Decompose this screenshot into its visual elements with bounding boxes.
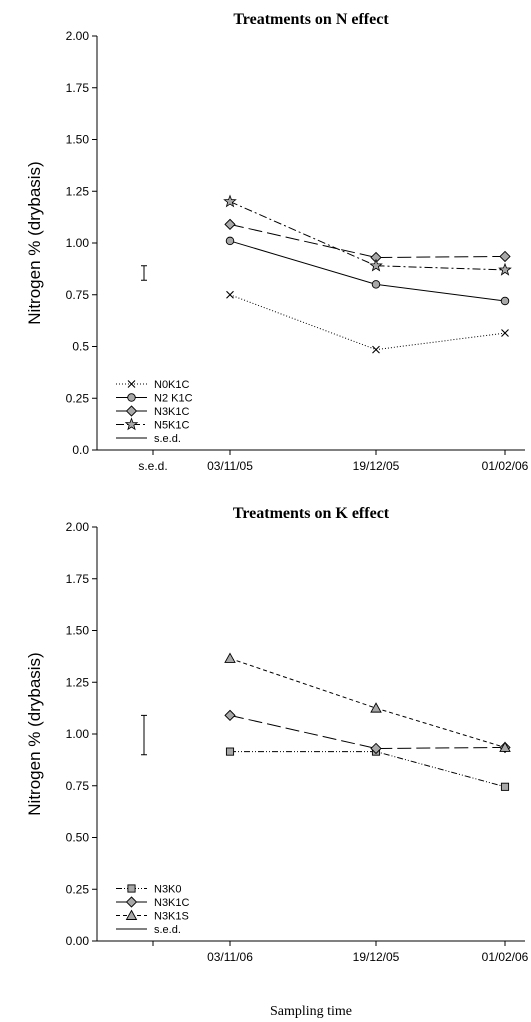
series-line xyxy=(229,201,506,271)
series-line xyxy=(229,657,506,748)
y-tick-label: 0.5 xyxy=(72,340,89,354)
chart-panel-2: Treatments on K effect 0.00 0.25 0.50 0.75 1.… xyxy=(25,505,529,1019)
series-4 xyxy=(223,194,512,276)
data-point xyxy=(501,329,509,337)
data-point xyxy=(499,741,511,752)
data-point xyxy=(500,296,510,306)
y-tick-label: 1.00 xyxy=(66,727,90,741)
data-point xyxy=(370,702,382,713)
series-line xyxy=(229,240,506,302)
y-axis-label: Nitrogen % (drybasis) xyxy=(25,652,44,815)
legend-label: N3K0 xyxy=(154,884,182,896)
series-3 xyxy=(224,652,511,752)
data-point xyxy=(223,194,237,208)
y-tick-label: 1.50 xyxy=(66,133,90,147)
x-tick-label: s.e.d. xyxy=(138,459,167,473)
legend-marker xyxy=(125,896,138,908)
legend-label: N0K1C xyxy=(154,379,190,391)
data-point xyxy=(224,652,236,663)
series-2 xyxy=(224,709,511,755)
series-line xyxy=(230,751,506,788)
data-point xyxy=(224,709,236,722)
y-tick-label: 0.50 xyxy=(66,831,90,845)
legend-marker xyxy=(124,417,139,431)
data-point xyxy=(499,250,511,263)
legend-label: s.e.d. xyxy=(154,924,181,936)
x-tick-label: 01/02/06 xyxy=(482,950,529,964)
chart-title: Treatments on K effect xyxy=(233,505,390,522)
y-tick-label: 0.25 xyxy=(66,882,90,896)
legend-marker xyxy=(125,405,138,417)
series-line xyxy=(229,223,506,258)
series-line xyxy=(229,714,506,749)
data-point xyxy=(370,742,382,755)
y-tick-label: 0.75 xyxy=(66,779,90,793)
sed-error-bar xyxy=(141,714,147,756)
legend-label: N3K1S xyxy=(154,911,189,923)
legend-label: N3K1C xyxy=(154,897,190,909)
y-tick-label: 1.00 xyxy=(66,236,90,250)
y-tick-label: 1.75 xyxy=(66,81,90,95)
legend-label: s.e.d. xyxy=(154,433,181,445)
series-1 xyxy=(226,290,509,354)
x-tick-label: 19/12/05 xyxy=(353,950,400,964)
chart-title: Treatments on N effect xyxy=(233,11,389,28)
series-1 xyxy=(225,747,510,791)
legend-marker xyxy=(127,884,136,893)
series-2 xyxy=(225,236,510,306)
y-tick-label: 1.25 xyxy=(66,675,90,689)
x-tick-label: 01/02/06 xyxy=(482,459,529,473)
legend-marker xyxy=(127,393,136,402)
data-point xyxy=(225,747,235,756)
legend-label: N2 K1C xyxy=(154,393,193,405)
y-tick-label: 0.75 xyxy=(66,288,90,302)
data-point xyxy=(226,290,234,299)
x-tick-label: 03/11/05 xyxy=(207,459,253,473)
x-tick-label: 19/12/05 xyxy=(353,459,400,473)
y-tick-label: 0.0 xyxy=(72,443,89,457)
data-point xyxy=(372,345,380,354)
data-point xyxy=(225,236,235,246)
y-tick-label: 0.00 xyxy=(66,934,90,948)
data-point xyxy=(498,262,512,276)
x-tick-label: 03/11/06 xyxy=(207,950,253,964)
y-tick-label: 1.75 xyxy=(66,572,90,586)
legend-marker xyxy=(125,909,138,920)
y-tick-label: 1.50 xyxy=(66,624,90,638)
x-axis-label: Sampling time xyxy=(270,1004,352,1019)
data-point xyxy=(224,218,236,231)
y-tick-label: 0.25 xyxy=(66,391,90,405)
legend-label: N3K1C xyxy=(154,406,190,418)
y-tick-label: 2.00 xyxy=(66,520,90,534)
y-tick-label: 1.25 xyxy=(66,184,90,198)
legend-label: N5K1C xyxy=(154,420,190,432)
data-point xyxy=(371,280,381,289)
series-line xyxy=(229,294,506,351)
series-3 xyxy=(224,218,511,264)
chart-panel-1: Treatments on N effect 0.0 0.25 0.5 0.75 1.00… xyxy=(25,11,529,473)
legend-marker xyxy=(127,380,136,388)
data-point xyxy=(500,782,510,791)
data-point xyxy=(369,258,383,272)
y-axis-label: Nitrogen % (drybasis) xyxy=(25,161,44,324)
sed-error-bar xyxy=(141,265,147,281)
y-tick-label: 2.00 xyxy=(66,29,90,43)
